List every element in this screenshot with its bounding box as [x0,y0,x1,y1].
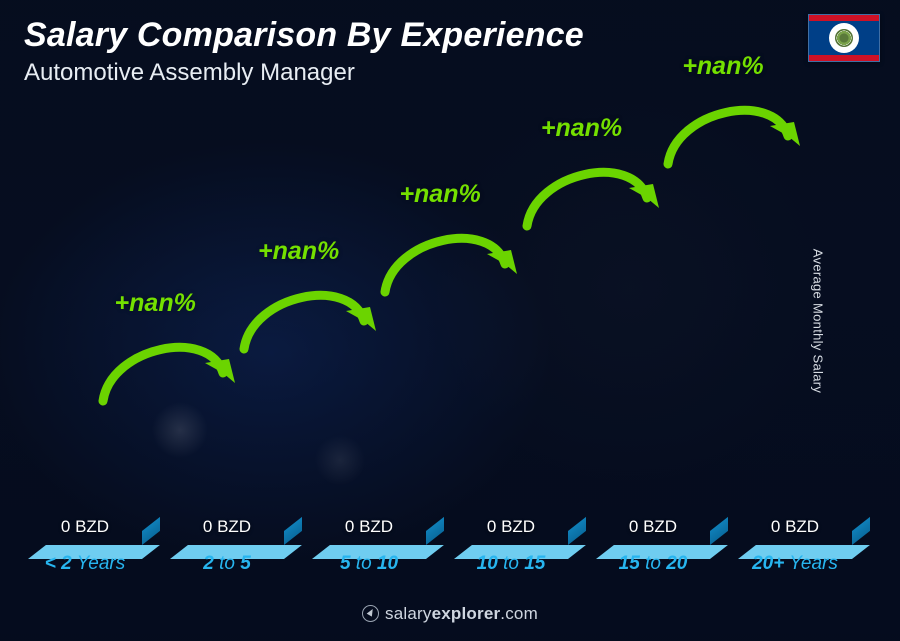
bar-series: 0 BZD 0 BZD 0 BZD 0 BZD 0 BZD 0 BZD [24,106,856,545]
bar-value-label: 0 BZD [203,517,251,537]
bar-column: 0 BZD [28,517,142,545]
footer: salaryexplorer.com [0,604,900,628]
growth-arrow-label: +nan% [682,52,763,81]
country-flag-icon [808,14,880,62]
chart-container: Salary Comparison By Experience Automoti… [0,0,900,641]
bar-column: 0 BZD [454,517,568,545]
x-axis: < 2 Years 2 to 5 5 to 10 10 to 15 15 to 20 20… [24,553,856,575]
x-axis-label: 15 to 20 [596,553,710,575]
page-subtitle: Automotive Assembly Manager [24,59,584,87]
bar-value-label: 0 BZD [487,517,535,537]
x-axis-label: 2 to 5 [170,553,284,575]
compass-icon [362,605,379,622]
x-axis-label: < 2 Years [28,553,142,575]
page-title: Salary Comparison By Experience [24,16,584,55]
x-axis-label: 10 to 15 [454,553,568,575]
bar-value-label: 0 BZD [345,517,393,537]
bar-column: 0 BZD [596,517,710,545]
bar-value-label: 0 BZD [771,517,819,537]
header: Salary Comparison By Experience Automoti… [24,16,584,87]
chart-area: 0 BZD0 BZD0 BZD0 BZD0 BZD0 BZD +nan%+nan… [24,106,856,575]
brand-tld: .com [500,604,538,623]
brand-prefix: salary [385,604,432,623]
brand-suffix: explorer [432,604,501,623]
x-axis-label: 5 to 10 [312,553,426,575]
bar-value-label: 0 BZD [61,517,109,537]
x-axis-label: 20+ Years [738,553,852,575]
bar-column: 0 BZD [738,517,852,545]
brand-text: salaryexplorer.com [385,604,538,624]
brand-logo: salaryexplorer.com [362,604,538,624]
bar-column: 0 BZD [170,517,284,545]
bar-value-label: 0 BZD [629,517,677,537]
bar-column: 0 BZD [312,517,426,545]
